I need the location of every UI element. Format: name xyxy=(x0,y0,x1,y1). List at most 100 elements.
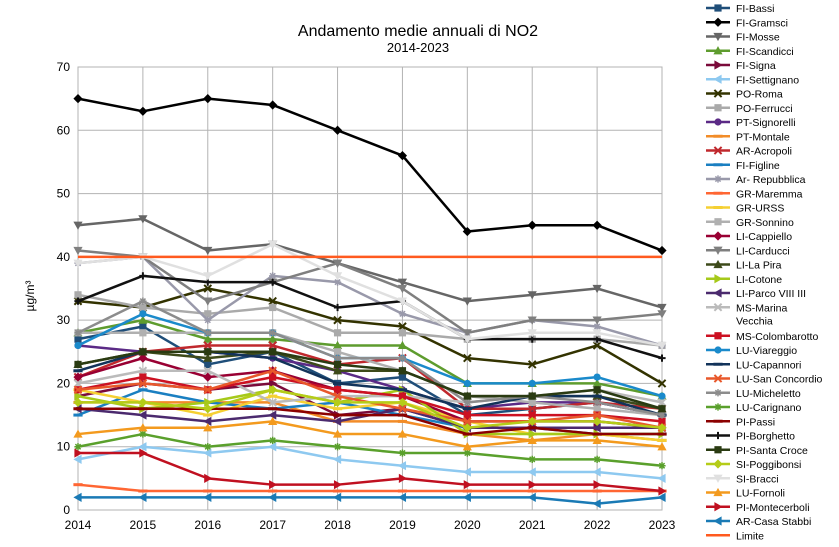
data-point-lu-micheletto-2018 xyxy=(333,354,342,362)
legend-label: PO-Roma xyxy=(736,89,783,101)
data-point-lu-viareggio-2014 xyxy=(74,341,82,350)
data-point-fi-gramsci-2019 xyxy=(397,151,408,161)
series-line-po-roma xyxy=(77,287,663,385)
legend-item-fi-scandicci: FI-Scandicci xyxy=(706,46,794,58)
y-tick-label: 30 xyxy=(57,313,71,327)
legend-label: FI-Settignano xyxy=(736,74,799,86)
legend-marker xyxy=(714,4,722,12)
data-point-pi-montecerboli-2016 xyxy=(204,473,213,483)
data-point-ms-colombarotto-2015 xyxy=(139,373,147,381)
legend-marker xyxy=(713,191,723,195)
data-point-lu-carignano-2016 xyxy=(204,443,212,451)
data-point-si-bracci-2019 xyxy=(397,297,408,306)
data-point-fi-settignano-2018 xyxy=(332,454,342,464)
data-point-lu-micheletto-2020 xyxy=(463,398,471,407)
data-point-lu-san-concordio-2015 xyxy=(138,379,148,388)
data-point-li-la-pira-2018 xyxy=(332,366,343,375)
data-point-pi-montecerboli-2018 xyxy=(333,480,343,490)
x-tick-label: 2020 xyxy=(454,518,481,532)
data-point-gr-maremma-2019 xyxy=(397,489,408,493)
data-point-li-la-pira-2016 xyxy=(203,353,213,362)
data-point-fi-gramsci-2016 xyxy=(203,94,213,104)
legend-marker xyxy=(714,403,722,411)
data-point-si-bracci-2016 xyxy=(203,272,213,281)
legend-label: AR-Acropoli xyxy=(736,146,792,158)
legend-label: PO-Ferrucci xyxy=(736,103,793,115)
legend-marker xyxy=(713,74,722,84)
data-point-ms-marina-vecchia-2017 xyxy=(268,398,277,407)
legend-marker xyxy=(713,89,723,98)
data-point-ar-repubblica-2017 xyxy=(269,272,277,280)
data-point-ar-casa-stabbi-2018 xyxy=(332,492,342,502)
data-point-pt-montale-2019 xyxy=(397,419,408,423)
series-line-gr-maremma xyxy=(77,483,662,493)
data-point-ar-casa-stabbi-2020 xyxy=(462,492,471,502)
legend-marker xyxy=(714,502,723,512)
legend-label: PI-Santa Croce xyxy=(736,445,808,457)
legend-label: PI-Borghetto xyxy=(736,431,795,443)
data-point-po-roma-2016 xyxy=(203,284,213,293)
data-point-fi-gramsci-2022 xyxy=(592,220,602,230)
data-point-lu-fornoli-2022 xyxy=(592,435,602,444)
legend-item-li-carducci: LI-Carducci xyxy=(706,245,790,257)
legend-label: LI-La Pira xyxy=(736,260,782,272)
data-point-fi-settignano-2023 xyxy=(657,473,666,483)
legend-item-fi-bassi: FI-Bassi xyxy=(706,3,775,15)
data-point-pi-borghetto-2014 xyxy=(74,297,82,305)
legend-item-pi-montecerboli: PI-Montecerboli xyxy=(706,502,810,514)
data-point-fi-mosse-2020 xyxy=(462,297,472,306)
data-point-fi-figline-2015 xyxy=(138,388,148,392)
data-point-fi-mosse-2019 xyxy=(397,278,408,287)
legend-label: Ar- Repubblica xyxy=(736,174,806,186)
legend-item-li-parco-viii-iii: LI-Parco VIII III xyxy=(706,288,806,300)
data-point-si-bracci-2017 xyxy=(268,240,278,249)
data-point-fi-settignano-2016 xyxy=(203,448,212,458)
legend-label: FI-Figline xyxy=(736,160,780,172)
data-point-pi-montecerboli-2021 xyxy=(528,480,537,490)
series-line-fi-mosse xyxy=(77,217,663,309)
data-point-si-poggibonsi-2023 xyxy=(657,423,667,433)
data-point-po-roma-2018 xyxy=(333,315,342,325)
data-point-pi-santa-croce-2020 xyxy=(463,392,471,400)
legend-marker xyxy=(714,332,722,340)
legend-marker xyxy=(713,231,723,241)
data-point-pi-santa-croce-2019 xyxy=(398,367,407,375)
data-point-li-parco-viii-iii-2022 xyxy=(592,423,601,433)
data-point-lu-fornoli-2015 xyxy=(138,423,148,432)
y-axis-label: µg/m³ xyxy=(23,281,37,312)
series-pi-passi xyxy=(73,407,667,436)
data-point-po-ferrucci-2014 xyxy=(74,291,82,299)
data-point-ar-acropoli-2017 xyxy=(268,341,277,350)
data-point-li-carducci-2022 xyxy=(592,316,602,325)
series-line-lu-micheletto xyxy=(77,299,663,417)
series-lu-carignano xyxy=(74,430,666,470)
legend-item-pt-signorelli: PT-Signorelli xyxy=(706,117,796,129)
data-point-ms-colombarotto-2017 xyxy=(269,373,277,381)
data-point-lu-san-concordio-2016 xyxy=(203,385,213,395)
data-point-li-carducci-2019 xyxy=(397,284,408,294)
legend-marker xyxy=(713,206,723,209)
data-point-gr-sonnino-2022 xyxy=(593,405,601,413)
data-point-ar-casa-stabbi-2019 xyxy=(397,492,407,502)
x-tick-label: 2017 xyxy=(259,518,286,532)
y-tick-label: 0 xyxy=(63,503,70,517)
legend-item-lu-fornoli: LU-Fornoli xyxy=(706,488,785,500)
x-tick-label: 2016 xyxy=(194,518,221,532)
data-point-fi-figline-2014 xyxy=(73,413,83,417)
legend-item-pi-santa-croce: PI-Santa Croce xyxy=(706,445,808,457)
data-point-si-bracci-2021 xyxy=(527,329,537,338)
data-point-pi-santa-croce-2015 xyxy=(139,348,147,356)
series-line-gr-sonnino xyxy=(78,331,663,417)
legend-label: LI-Cotone xyxy=(736,274,782,286)
data-point-fi-scandicci-2015 xyxy=(138,315,148,324)
data-point-lu-capannori-2020 xyxy=(462,407,472,411)
legend-label: MS-Colombarotto xyxy=(736,331,818,343)
legend-item-po-roma: PO-Roma xyxy=(706,89,783,101)
legend-marker xyxy=(713,288,722,298)
legend-item-fi-signa: FI-Signa xyxy=(706,60,776,72)
data-point-ms-colombarotto-2019 xyxy=(398,392,407,400)
legend-label: LU-Capannori xyxy=(736,359,801,371)
series-line-pi-borghetto xyxy=(77,274,663,360)
legend-item-li-cotone: LI-Cotone xyxy=(706,274,782,286)
